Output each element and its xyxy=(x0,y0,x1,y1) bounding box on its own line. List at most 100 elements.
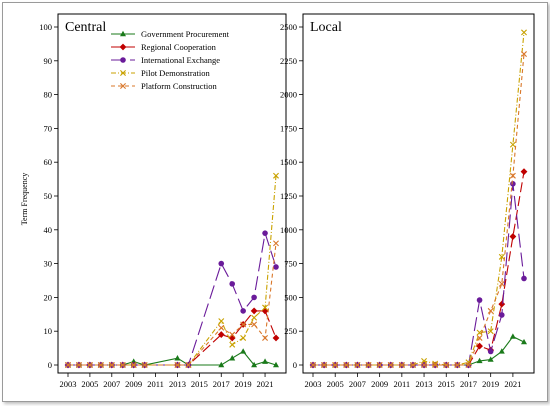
legend-label: Pilot Demonstration xyxy=(141,68,210,78)
data-point xyxy=(229,355,236,361)
series-int xyxy=(310,181,527,368)
y-tick-label: 0 xyxy=(48,360,52,370)
data-point xyxy=(251,321,258,328)
data-point xyxy=(119,362,126,368)
x-tick-label: 2005 xyxy=(81,379,98,389)
y-tick-label: 1000 xyxy=(280,225,297,235)
panel-local: Local 0 250 500 750 1000 1250 1500 1750 2000 2250 2… xyxy=(280,13,535,389)
x-tick-label: 2003 xyxy=(60,379,77,389)
data-point xyxy=(509,172,516,179)
data-point xyxy=(185,362,192,368)
legend-label: Platform Construction xyxy=(141,81,218,91)
data-point xyxy=(465,362,472,368)
x-tick-label: 2009 xyxy=(371,379,388,389)
data-point xyxy=(443,362,450,368)
y-tick-label: 100 xyxy=(39,22,52,32)
y-tick-label: 2250 xyxy=(280,56,297,66)
data-point xyxy=(75,362,82,368)
y-tick-label: 30 xyxy=(44,259,53,269)
data-point xyxy=(487,356,494,362)
x-tick-label: 2013 xyxy=(416,379,433,389)
y-tick-label: 10 xyxy=(44,326,53,336)
series-line xyxy=(313,53,525,366)
panel-title: Local xyxy=(310,20,342,35)
data-point xyxy=(240,308,246,314)
data-point xyxy=(487,307,494,314)
y-tick-label: 1750 xyxy=(280,123,297,133)
data-point xyxy=(97,362,104,368)
data-point xyxy=(520,168,528,176)
data-point xyxy=(251,314,258,321)
data-point xyxy=(421,362,428,368)
y-tick-label: 60 xyxy=(44,157,53,167)
data-point xyxy=(240,321,247,328)
data-point xyxy=(262,334,269,341)
data-point xyxy=(476,334,483,341)
x-tick-label: 2017 xyxy=(460,379,477,389)
legend-item-gov: Government Procurement xyxy=(111,29,230,39)
data-point xyxy=(272,334,280,342)
data-point xyxy=(498,253,505,260)
data-point xyxy=(409,362,416,368)
y-tick-label: 70 xyxy=(44,123,53,133)
data-point xyxy=(498,312,505,318)
data-point xyxy=(521,29,527,36)
data-point xyxy=(521,51,527,58)
data-point xyxy=(510,181,516,187)
data-point xyxy=(454,362,461,368)
x-tick-label: 2005 xyxy=(327,379,344,389)
data-point xyxy=(310,362,316,368)
y-tick-label: 0 xyxy=(293,360,297,370)
x-tick-label: 2019 xyxy=(482,379,499,389)
data-point xyxy=(218,361,225,368)
figure-frame: Term Frequency Central 0 10 20 30 40 50 60 70 80 9… xyxy=(2,2,548,402)
x-tick-label: 2011 xyxy=(393,379,410,389)
data-point xyxy=(376,362,383,368)
data-point xyxy=(365,362,372,368)
series-int xyxy=(65,230,279,368)
data-point xyxy=(141,362,148,368)
data-point xyxy=(174,362,181,368)
data-point xyxy=(509,233,517,240)
chart-figure: Term Frequency Central 0 10 20 30 40 50 60 70 80 9… xyxy=(20,13,535,389)
legend-item-int: International Exchange xyxy=(111,55,220,65)
data-point xyxy=(476,342,483,350)
data-point xyxy=(343,362,350,368)
y-tick-label: 500 xyxy=(284,292,297,302)
data-point xyxy=(521,275,527,282)
data-point xyxy=(509,141,516,148)
data-point xyxy=(398,362,405,368)
data-point xyxy=(229,281,236,287)
panel-title: Central xyxy=(65,20,106,35)
data-point xyxy=(521,338,527,345)
data-point xyxy=(432,362,439,368)
x-tick-label: 2019 xyxy=(235,379,252,389)
y-tick-label: 2000 xyxy=(280,90,297,100)
series-pil xyxy=(310,29,527,368)
y-axis-label: Term Frequency xyxy=(20,173,29,226)
legend-marker xyxy=(120,83,126,89)
data-point xyxy=(251,361,258,368)
legend-marker xyxy=(120,30,126,37)
data-point xyxy=(130,358,137,364)
data-point xyxy=(250,307,258,315)
x-tick-label: 2013 xyxy=(169,379,186,389)
data-point xyxy=(487,328,494,335)
series-gov xyxy=(65,348,279,368)
y-tick-label: 20 xyxy=(44,292,53,302)
data-point xyxy=(498,348,505,354)
data-point xyxy=(229,331,236,338)
x-tick-label: 2015 xyxy=(191,379,208,389)
data-point xyxy=(262,304,269,311)
data-point xyxy=(273,240,279,247)
plot-area-border xyxy=(302,13,535,374)
data-point xyxy=(476,297,483,303)
legend-item-pla: Platform Construction xyxy=(111,81,218,91)
legend-marker xyxy=(119,43,127,51)
x-tick-label: 2017 xyxy=(213,379,230,389)
panel-central: Central 0 10 20 30 40 50 60 70 80 90 100 2003 2005 200… xyxy=(39,13,287,389)
data-point xyxy=(86,362,93,368)
y-tick-label: 2500 xyxy=(280,22,297,32)
y-tick-label: 1250 xyxy=(280,191,297,201)
data-point xyxy=(476,357,483,364)
